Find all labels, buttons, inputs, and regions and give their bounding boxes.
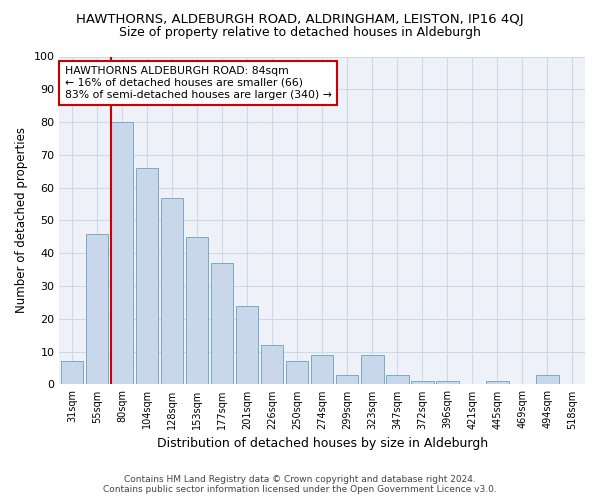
Bar bbox=[336, 374, 358, 384]
Bar bbox=[486, 381, 509, 384]
Bar bbox=[436, 381, 458, 384]
Text: HAWTHORNS, ALDEBURGH ROAD, ALDRINGHAM, LEISTON, IP16 4QJ: HAWTHORNS, ALDEBURGH ROAD, ALDRINGHAM, L… bbox=[76, 12, 524, 26]
Bar bbox=[111, 122, 133, 384]
Bar bbox=[411, 381, 434, 384]
Bar bbox=[361, 355, 383, 384]
Bar bbox=[286, 362, 308, 384]
Text: HAWTHORNS ALDEBURGH ROAD: 84sqm
← 16% of detached houses are smaller (66)
83% of: HAWTHORNS ALDEBURGH ROAD: 84sqm ← 16% of… bbox=[65, 66, 332, 100]
Bar bbox=[86, 234, 108, 384]
Bar bbox=[211, 263, 233, 384]
X-axis label: Distribution of detached houses by size in Aldeburgh: Distribution of detached houses by size … bbox=[157, 437, 488, 450]
Text: Contains HM Land Registry data © Crown copyright and database right 2024.
Contai: Contains HM Land Registry data © Crown c… bbox=[103, 474, 497, 494]
Text: Size of property relative to detached houses in Aldeburgh: Size of property relative to detached ho… bbox=[119, 26, 481, 39]
Bar bbox=[261, 345, 283, 385]
Bar bbox=[386, 374, 409, 384]
Bar bbox=[311, 355, 334, 384]
Bar bbox=[161, 198, 184, 384]
Y-axis label: Number of detached properties: Number of detached properties bbox=[15, 128, 28, 314]
Bar bbox=[186, 237, 208, 384]
Bar bbox=[136, 168, 158, 384]
Bar bbox=[536, 374, 559, 384]
Bar bbox=[61, 362, 83, 384]
Bar bbox=[236, 306, 259, 384]
